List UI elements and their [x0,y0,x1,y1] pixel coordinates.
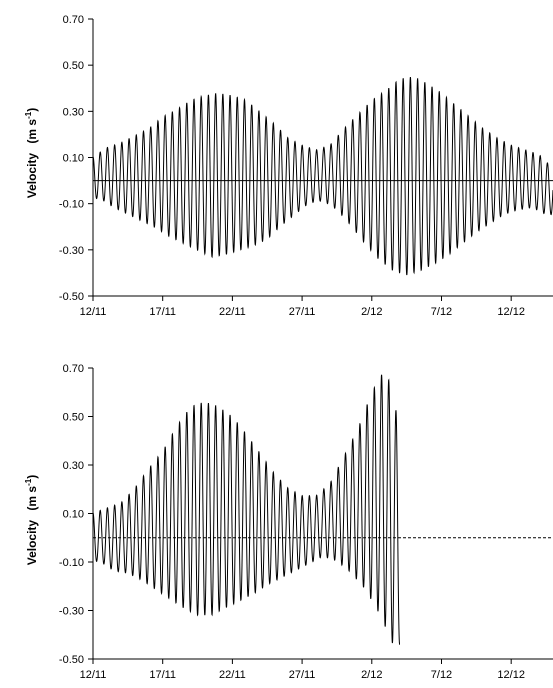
bottom-x-tick-label: 17/11 [149,669,176,681]
top-y-tick-label: -0.10 [59,199,84,211]
top-y-ticks: -0.50 -0.30 -0.10 0.10 0.30 0.50 0.70 [59,14,93,303]
top-y-tick-label: -0.30 [59,245,84,257]
top-x-tick-label: 12/12 [497,306,525,318]
top-y-axis-title: Velocity (m s-1) [24,108,39,199]
top-velocity-series [92,76,553,276]
top-y-axis-label: Velocity [25,153,39,199]
top-y-tick-label: 0.10 [63,153,84,165]
chart-bottom: Velocity (m s-1) -0.50 -0.30 -0.10 0.10 0.30… [24,363,553,681]
bottom-x-tick-label: 7/12 [431,669,452,681]
bottom-y-tick-label: -0.30 [59,606,84,618]
bottom-x-tick-label: 12/11 [80,669,107,681]
bottom-y-axis-title: Velocity (m s-1) [24,475,39,566]
top-y-tick-label: 0.70 [63,14,84,26]
bottom-x-tick-label: 2/12 [361,669,382,681]
top-y-tick-label: 0.50 [63,60,84,72]
top-x-tick-label: 27/11 [289,306,316,318]
svg-text:Velocity (m s-1): Velocity (m s-1) [24,475,39,566]
bottom-x-tick-label: 22/11 [219,669,246,681]
bottom-y-ticks: -0.50 -0.30 -0.10 0.10 0.30 0.50 0.70 [59,363,93,666]
bottom-x-tick-label: 12/12 [497,669,525,681]
top-x-tick-label: 12/11 [80,306,107,318]
bottom-y-tick-label: -0.50 [59,654,84,666]
bottom-y-axis-unit-exp: -1 [24,478,33,486]
top-x-ticks: 12/11 17/11 22/11 27/11 2/12 7/12 12/12 [80,296,525,318]
top-x-tick-label: 17/11 [149,306,176,318]
top-y-axis-unit: (m s-1) [24,108,39,144]
bottom-velocity-series [92,374,401,646]
bottom-y-tick-label: 0.50 [63,412,84,424]
svg-text:Velocity (m s-1): Velocity (m s-1) [24,108,39,199]
bottom-y-axis-label: Velocity [25,520,39,566]
bottom-y-axis-unit: (m s-1) [24,475,39,511]
bottom-y-tick-label: 0.30 [63,460,84,472]
top-y-tick-label: -0.50 [59,291,84,303]
top-x-tick-label: 22/11 [219,306,246,318]
top-y-tick-label: 0.30 [63,106,84,118]
bottom-y-tick-label: 0.10 [63,509,84,521]
bottom-y-tick-label: 0.70 [63,363,84,375]
bottom-x-tick-label: 27/11 [289,669,316,681]
bottom-x-ticks: 12/11 17/11 22/11 27/11 2/12 7/12 12/12 [80,659,525,681]
top-x-tick-label: 7/12 [431,306,452,318]
top-x-tick-label: 2/12 [361,306,382,318]
top-y-axis-unit-exp: -1 [24,111,33,119]
bottom-y-tick-label: -0.10 [59,557,84,569]
chart-top: Velocity (m s-1) -0.50 -0.30 -0.10 0.10 0.30… [24,14,553,318]
